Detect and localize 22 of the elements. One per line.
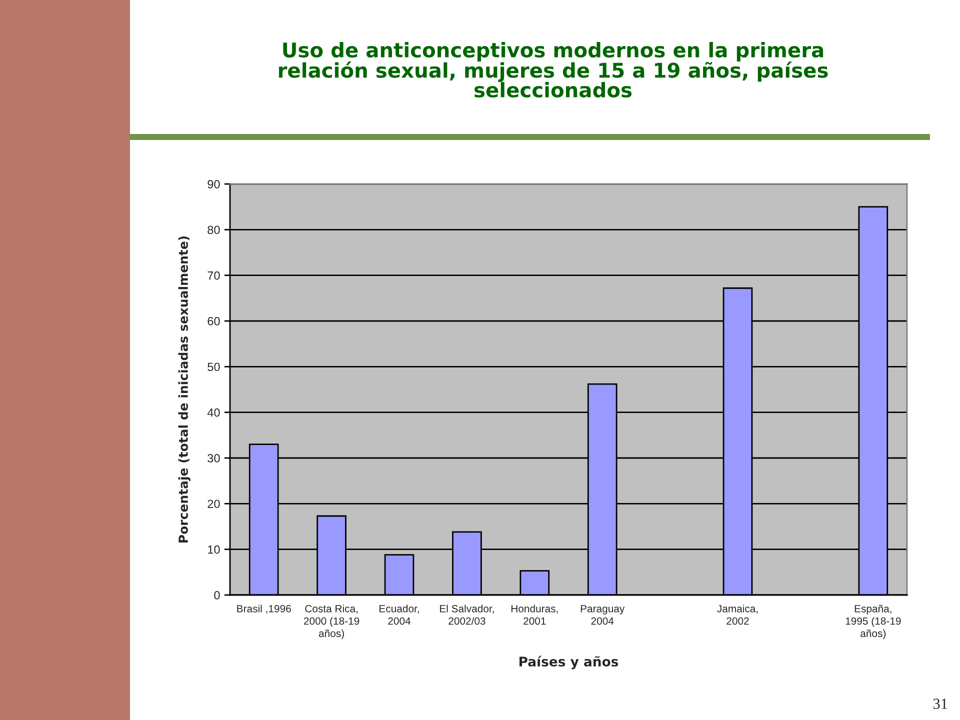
x-axis-title: Países y años [520,656,618,670]
y-tick-label: 60 [208,317,220,326]
y-tick-label: 20 [208,500,220,508]
text: 31 [933,698,948,709]
y-tick-label: 50 [208,362,220,372]
y-tick-label: 10 [208,545,220,554]
y-axis-title: Porcentaje (total de iniciadas sexualmente) [178,236,190,542]
x-tick-label: Ecuador, 2004 [380,604,419,625]
y-tick-label: 90 [208,180,220,188]
x-tick-label: Honduras, 2001 [511,604,558,625]
x-tick-label: Costa Rica, 2000 (18-19 años) [304,604,360,640]
x-tick-label: Brasil ,1996 [237,604,291,614]
x-tick-label: El Salvador, 2002/03 [440,604,494,625]
x-tick-label: Paraguay 2004 [580,605,625,625]
y-tick-label: 0 [214,591,220,600]
x-tick-label: España, 1995 (18-19 años) [846,604,901,640]
x-tick-label: Jamaica, 2002 [717,604,758,625]
y-tick-label: 40 [207,408,220,417]
y-tick-label: 30 [208,454,220,462]
y-tick-label: 70 [208,271,220,280]
y-tick-label: 80 [208,226,220,234]
chart-title: Uso de anticonceptivos modernos en la primera relación sexual, mujeres de 15 a 19 años, países seleccionados [278,42,828,98]
